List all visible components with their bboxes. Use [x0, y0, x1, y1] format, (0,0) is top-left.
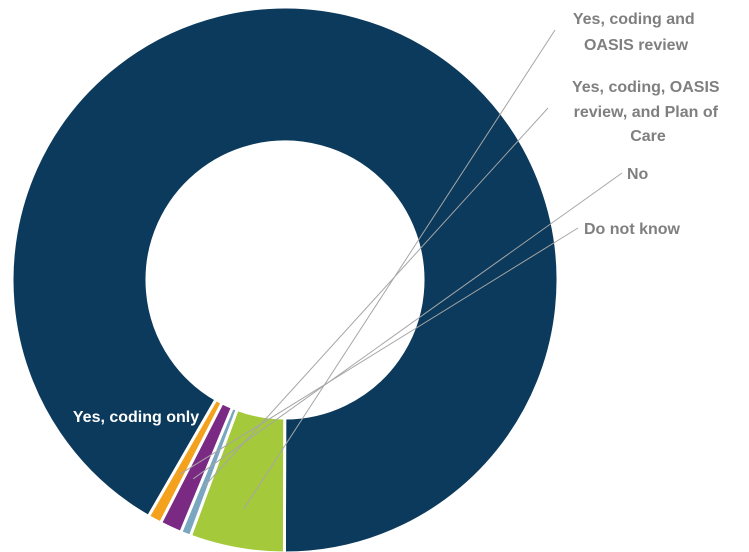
slice-yes-coding-only	[10, 5, 560, 552]
leader-line-do-not-know	[178, 227, 579, 476]
leader-line-no	[192, 172, 623, 480]
slice-label-no: No	[627, 166, 649, 183]
slice-label-yes-coding-oasis-plan: Yes, coding, OASIS review, and Plan of C…	[572, 79, 724, 145]
slice-label-do-not-know: Do not know	[584, 221, 681, 238]
slice-label-yes-coding-oasis: Yes, coding and OASIS review	[573, 11, 699, 54]
slice-label-yes-coding-only: Yes, coding only	[73, 409, 199, 426]
leader-line-yes-coding-and-oasis-review	[243, 29, 556, 510]
slice-do-not-know	[147, 398, 224, 525]
leader-lines	[178, 29, 623, 510]
donut-slices	[10, 5, 560, 552]
